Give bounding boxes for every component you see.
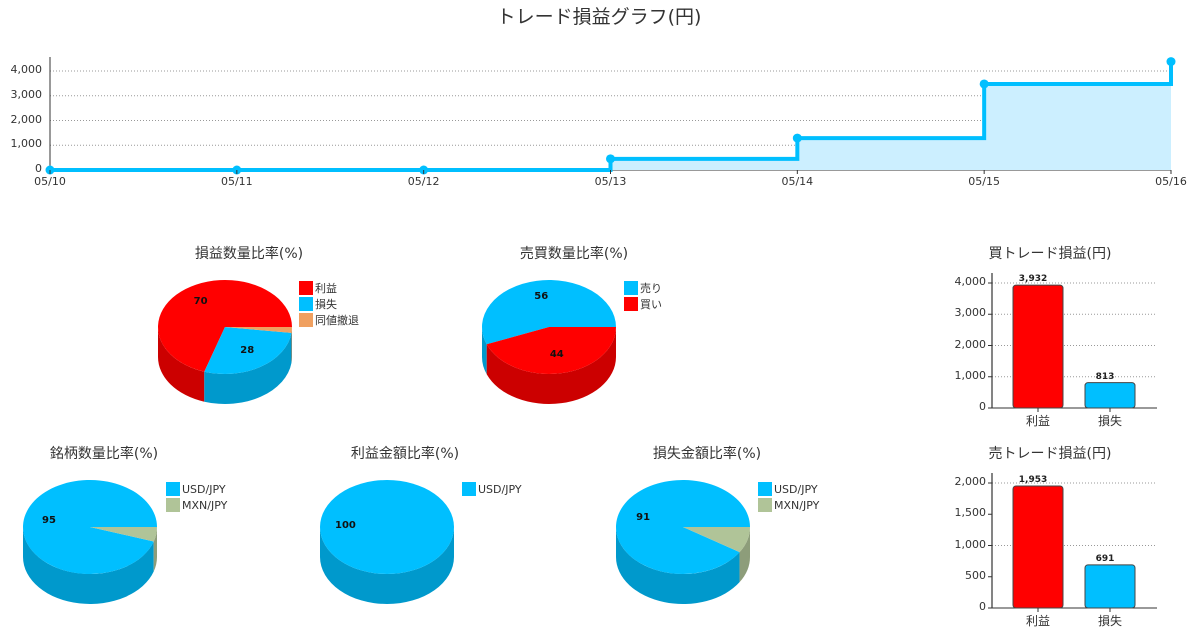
y-tick-label: 2,000 xyxy=(954,475,987,488)
y-tick-label: 4,000 xyxy=(10,63,43,76)
legend-swatch xyxy=(462,482,476,496)
pie-pl_count xyxy=(157,279,292,404)
pie-slice-label: 70 xyxy=(193,296,208,308)
legend-swatch xyxy=(166,482,180,496)
chart-title: 損失金額比率(%) xyxy=(652,446,762,462)
legend: 利益 損失 同値撤退 xyxy=(299,281,359,329)
x-tick-label: 05/12 xyxy=(407,175,440,188)
bar-value-label: 3,932 xyxy=(1018,274,1048,285)
legend-item[interactable]: USD/JPY xyxy=(166,482,227,496)
bar xyxy=(1084,564,1136,609)
pie-loss_amount xyxy=(616,479,750,604)
legend-swatch xyxy=(166,498,180,512)
y-tick-label: 3,000 xyxy=(954,306,987,320)
legend-item[interactable]: 損失 xyxy=(299,297,359,311)
x-tick-label: 05/15 xyxy=(968,175,1000,188)
data-point xyxy=(979,79,989,89)
x-tick-label: 05/14 xyxy=(781,175,814,188)
legend-item[interactable]: 売り xyxy=(624,281,662,295)
pie-slice-label: 91 xyxy=(636,511,651,523)
chart-title: 売買数量比率(%) xyxy=(519,246,629,262)
x-tick-label: 05/11 xyxy=(220,175,253,188)
chart-title: 売トレード損益(円) xyxy=(988,446,1112,462)
pie-slice-label: 95 xyxy=(42,515,56,527)
legend: USD/JPY xyxy=(462,482,522,498)
y-tick-label: 0 xyxy=(979,600,986,613)
y-tick-label: 1,500 xyxy=(954,506,987,520)
y-tick-label: 3,000 xyxy=(10,87,43,101)
legend-label: USD/JPY xyxy=(478,482,522,496)
legend-label: MXN/JPY xyxy=(774,498,820,512)
x-tick-label: 利益 xyxy=(1025,414,1050,428)
legend-label: 損失 xyxy=(315,298,337,311)
legend: 売り 買い xyxy=(624,281,662,313)
legend-swatch xyxy=(299,281,313,295)
legend-label: USD/JPY xyxy=(774,482,818,496)
page-title: トレード損益グラフ(円) xyxy=(496,6,702,28)
chart-title: 利益金額比率(%) xyxy=(350,446,460,462)
y-tick-label: 2,000 xyxy=(954,337,987,351)
x-tick-label: 05/10 xyxy=(34,175,66,188)
legend-label: 利益 xyxy=(315,282,337,295)
pie-profit_amount xyxy=(320,480,454,604)
pie-slice-label: 100 xyxy=(335,520,356,531)
y-tick-label: 2,000 xyxy=(10,112,43,126)
main-chart xyxy=(45,57,1176,175)
pie-symbol_count xyxy=(22,480,157,604)
bar-chart-buy_pl xyxy=(988,273,1157,412)
data-point xyxy=(1166,57,1176,67)
data-point xyxy=(606,154,615,164)
legend-item[interactable]: MXN/JPY xyxy=(166,498,227,512)
pie-side_count xyxy=(482,279,616,405)
legend-item[interactable]: MXN/JPY xyxy=(758,498,819,512)
legend-swatch xyxy=(758,498,772,512)
legend-label: 買い xyxy=(640,298,662,311)
legend-label: 同値撤退 xyxy=(315,314,359,327)
chart-title: 銘柄数量比率(%) xyxy=(49,446,159,462)
chart-title: 損益数量比率(%) xyxy=(194,246,304,262)
bar xyxy=(1012,485,1064,609)
y-tick-label: 1,000 xyxy=(954,537,987,551)
legend-swatch xyxy=(624,297,638,311)
legend: USD/JPY MXN/JPY xyxy=(166,482,227,514)
legend-item[interactable]: 利益 xyxy=(299,281,359,295)
legend-item[interactable]: USD/JPY xyxy=(758,482,819,496)
bar-value-label: 1,953 xyxy=(1018,474,1048,485)
bar xyxy=(1012,284,1064,409)
y-tick-label: 0 xyxy=(35,162,42,175)
x-tick-label: 05/13 xyxy=(594,175,627,188)
legend: USD/JPY MXN/JPY xyxy=(758,482,819,514)
y-tick-label: 1,000 xyxy=(954,368,987,382)
bar xyxy=(1084,382,1136,409)
legend-item[interactable]: 買い xyxy=(624,297,662,311)
y-tick-label: 500 xyxy=(965,568,986,582)
legend-item[interactable]: 同値撤退 xyxy=(299,313,359,327)
legend-label: 売り xyxy=(640,282,662,295)
y-tick-label: 0 xyxy=(979,400,986,413)
pie-slice-label: 56 xyxy=(534,291,549,303)
x-tick-label: 損失 xyxy=(1097,614,1122,628)
x-tick-label: 利益 xyxy=(1025,614,1050,628)
legend-item[interactable]: USD/JPY xyxy=(462,482,522,496)
pie-slice-label: 44 xyxy=(549,348,564,360)
y-tick-label: 1,000 xyxy=(10,137,43,151)
data-point xyxy=(792,133,802,143)
pie-slice-label: 28 xyxy=(240,344,255,356)
legend-swatch xyxy=(299,297,313,311)
legend-swatch xyxy=(758,482,772,496)
y-tick-label: 4,000 xyxy=(954,275,987,288)
legend-label: USD/JPY xyxy=(182,482,226,496)
bar-value-label: 813 xyxy=(1095,371,1115,382)
x-tick-label: 05/16 xyxy=(1155,175,1187,188)
chart-title: 買トレード損益(円) xyxy=(988,246,1112,262)
x-tick-label: 損失 xyxy=(1097,414,1122,428)
legend-label: MXN/JPY xyxy=(182,498,228,512)
legend-swatch xyxy=(299,313,313,327)
legend-swatch xyxy=(624,281,638,295)
bar-chart-sell_pl xyxy=(988,473,1157,612)
bar-value-label: 691 xyxy=(1095,553,1115,564)
